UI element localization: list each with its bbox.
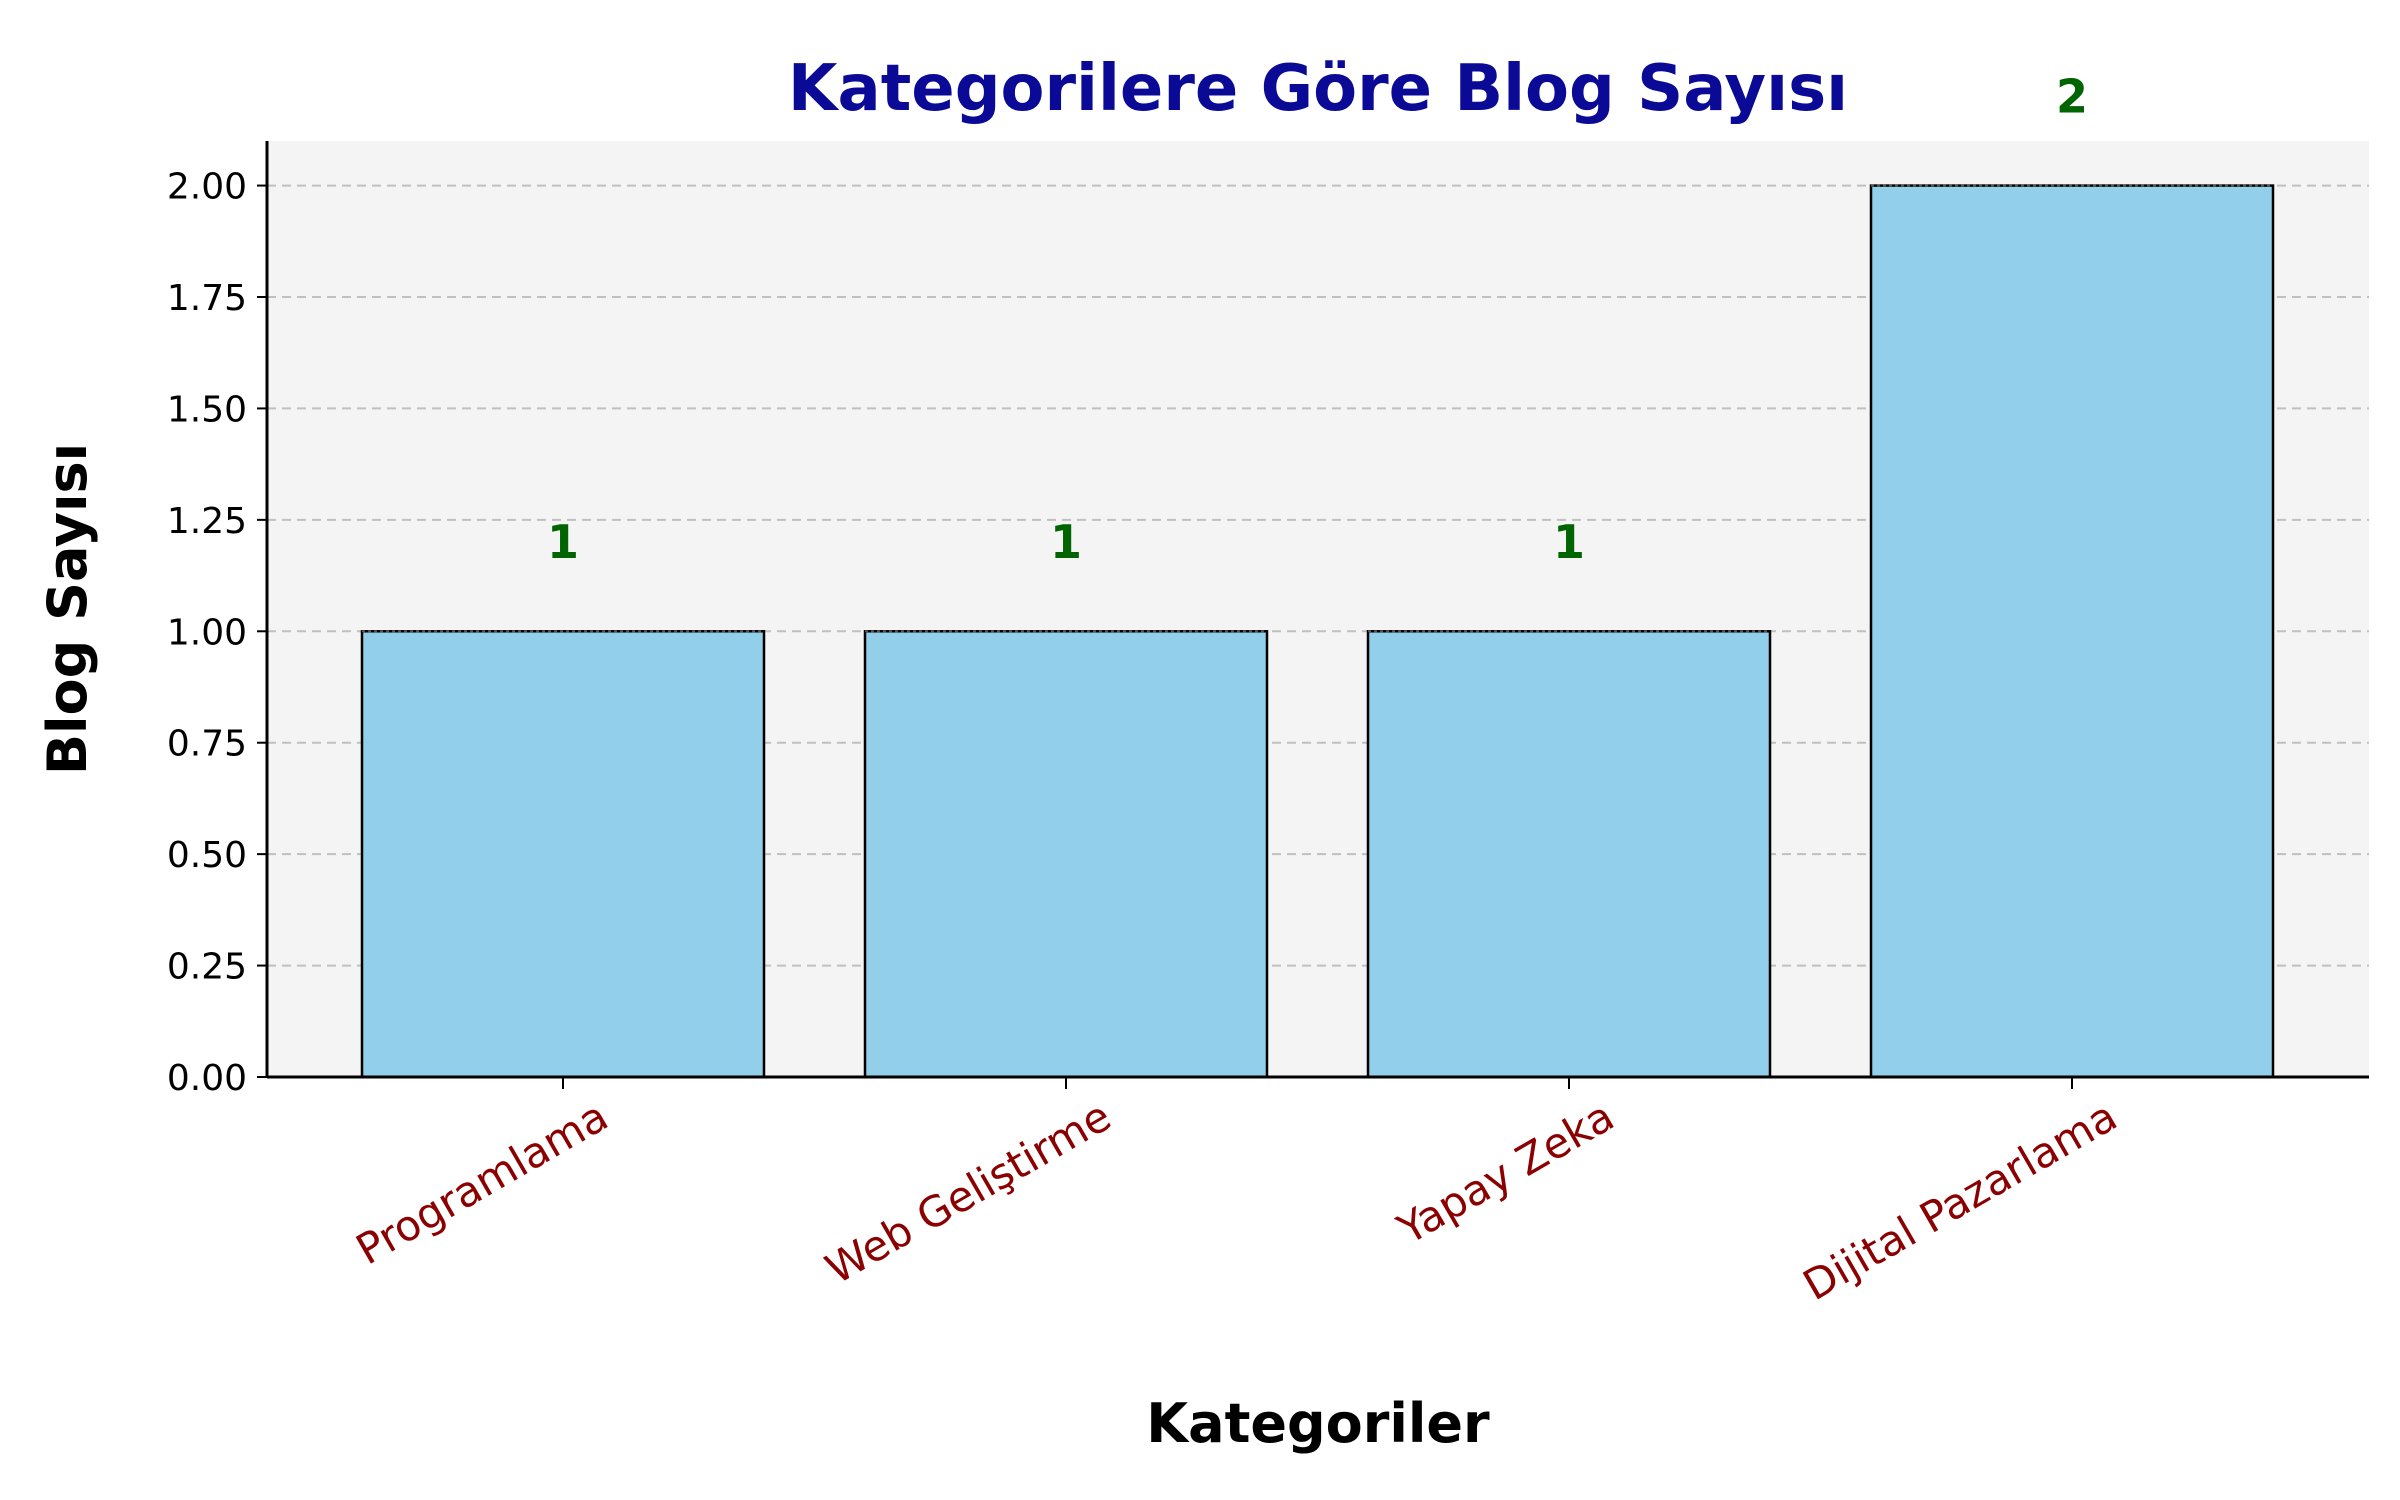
data-label: 1 <box>1050 515 1082 569</box>
bar <box>1366 630 1772 1079</box>
y-tick-label: 0.50 <box>167 835 247 876</box>
bars <box>360 184 2275 1079</box>
bar <box>863 630 1269 1079</box>
y-axis-label: Blog Sayısı <box>36 443 99 775</box>
y-tick-label: 0.75 <box>167 724 247 765</box>
y-tick-label: 1.25 <box>167 501 247 542</box>
y-tick-label: 0.25 <box>167 947 247 988</box>
x-tick-label: Programlama <box>348 1091 616 1274</box>
bar <box>1869 184 2275 1079</box>
x-axis-label: Kategoriler <box>1146 1392 1490 1455</box>
data-label: 1 <box>547 515 579 569</box>
x-ticks: Programlama Web Geliştirme Yapay Zeka Dijit… <box>348 1077 2125 1310</box>
chart-title: Kategorilere Göre Blog Sayısı <box>788 52 1848 126</box>
x-tick-label: Dijital Pazarlama <box>1795 1091 2125 1310</box>
y-tick-label: 1.75 <box>167 278 247 319</box>
x-tick-label: Yapay Zeka <box>1389 1091 1622 1254</box>
y-tick-label: 1.50 <box>167 389 247 430</box>
y-tick-label: 2.00 <box>167 167 247 208</box>
data-labels: 1 1 1 2 <box>547 69 2088 569</box>
y-tick-label: 1.00 <box>167 612 247 653</box>
y-tick-label: 0.00 <box>167 1058 247 1099</box>
data-label: 1 <box>1553 515 1585 569</box>
bar <box>360 630 766 1079</box>
y-ticks: 0.00 0.25 0.50 0.75 1.00 1.25 1.50 1.75 2.00 <box>167 167 267 1099</box>
data-label: 2 <box>2056 69 2088 123</box>
x-tick-label: Web Geliştirme <box>817 1091 1119 1293</box>
